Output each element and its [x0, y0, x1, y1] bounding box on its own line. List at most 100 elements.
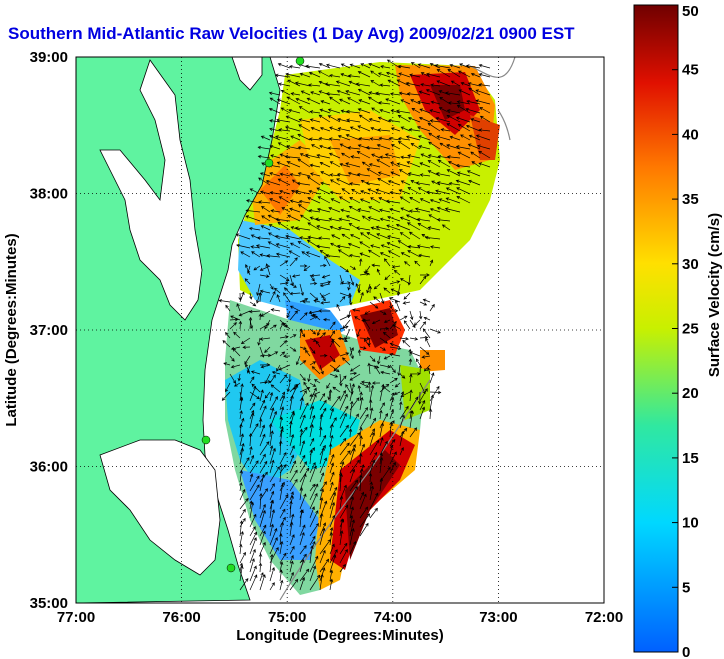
velocity-vector: [359, 443, 366, 456]
velocity-vector: [389, 280, 401, 285]
velocity-vector: [478, 150, 491, 159]
velocity-vector: [410, 62, 421, 69]
velocity-vector: [398, 169, 411, 177]
velocity-vector: [429, 245, 441, 249]
velocity-vector: [446, 144, 461, 150]
colorbar: [633, 4, 679, 653]
velocity-vector: [327, 146, 341, 150]
velocity-vector: [274, 73, 291, 78]
velocity-vector: [428, 132, 441, 141]
velocity-vector: [419, 173, 431, 177]
velocity-vector: [269, 391, 274, 402]
velocity-vector: [339, 442, 350, 456]
velocity-vector: [288, 373, 292, 383]
velocity-vector: [389, 208, 401, 213]
velocity-vector: [259, 460, 268, 474]
velocity-vector: [390, 171, 401, 177]
velocity-vector: [297, 204, 311, 213]
velocity-vector: [299, 428, 304, 447]
velocity-vector: [257, 145, 271, 150]
velocity-vector: [303, 265, 311, 272]
velocity-vector: [396, 79, 411, 87]
velocity-vector: [420, 72, 431, 78]
velocity-vector: [388, 297, 401, 303]
velocity-vector: [396, 162, 411, 168]
velocity-vector: [424, 235, 441, 240]
velocity-vector: [270, 154, 281, 159]
velocity-vector: [336, 172, 351, 177]
velocity-vector: [409, 209, 421, 213]
station-marker: [264, 158, 274, 168]
velocity-vector: [429, 328, 441, 334]
velocity-vector: [422, 328, 431, 339]
velocity-vector: [320, 171, 331, 177]
velocity-vector: [429, 119, 441, 123]
velocity-vector: [407, 244, 421, 249]
velocity-vector: [358, 114, 371, 123]
velocity-vector: [246, 265, 251, 275]
velocity-vector: [347, 171, 361, 177]
velocity-vector: [392, 324, 401, 330]
velocity-vector: [359, 252, 371, 258]
velocity-vector: [365, 181, 381, 186]
velocity-vector: [298, 106, 311, 114]
velocity-vector: [446, 169, 461, 177]
velocity-vector: [429, 385, 440, 402]
x-tick-label: 73:00: [479, 609, 517, 626]
velocity-vector: [259, 572, 264, 582]
colorbar-label: Surface Velocity (cm/s): [706, 213, 723, 377]
velocity-vector: [307, 373, 311, 383]
velocity-vector: [383, 319, 391, 324]
velocity-vector: [329, 373, 339, 378]
velocity-vector: [400, 155, 411, 159]
velocity-vector: [317, 70, 331, 78]
velocity-vector: [299, 236, 311, 240]
velocity-vector: [300, 90, 311, 96]
velocity-vector: [399, 216, 411, 222]
velocity-vector: [259, 433, 266, 447]
velocity-vector: [270, 384, 281, 393]
velocity-vector: [397, 64, 411, 69]
velocity-vector: [249, 301, 257, 307]
velocity-vector: [259, 473, 265, 492]
velocity-vector: [249, 385, 257, 402]
velocity-vector: [308, 71, 321, 78]
velocity-vector: [467, 143, 481, 150]
velocity-vector: [329, 578, 334, 591]
velocity-vector: [446, 114, 461, 123]
velocity-vector: [319, 353, 328, 358]
velocity-vector: [279, 428, 284, 447]
velocity-vector: [465, 64, 481, 69]
velocity-vector: [336, 303, 341, 312]
velocity-vector: [349, 447, 356, 465]
velocity-vector: [379, 383, 385, 402]
velocity-vector: [259, 530, 266, 546]
velocity-vector: [339, 296, 346, 303]
velocity-vector: [359, 522, 369, 537]
velocity-vector: [308, 189, 321, 195]
velocity-vector: [269, 407, 275, 420]
velocity-vector: [339, 530, 344, 546]
velocity-vector: [367, 362, 371, 375]
velocity-vector: [379, 310, 387, 315]
velocity-vector: [299, 153, 311, 159]
velocity-vector: [389, 377, 398, 384]
velocity-vector: [331, 234, 341, 240]
velocity-vector: [279, 281, 289, 285]
velocity-vector: [419, 275, 427, 285]
velocity-vector: [316, 225, 331, 231]
velocity-vector: [359, 396, 364, 411]
velocity-vector: [260, 205, 271, 213]
velocity-vector: [309, 545, 314, 564]
velocity-vector: [325, 253, 341, 258]
velocity-vector: [455, 179, 471, 186]
velocity-vector: [379, 422, 385, 438]
velocity-vector: [269, 396, 278, 411]
velocity-vector: [249, 537, 257, 555]
velocity-vector: [349, 253, 361, 258]
velocity-vector: [297, 145, 311, 150]
velocity-vector: [418, 145, 431, 150]
velocity-vector: [359, 426, 363, 438]
velocity-vector: [276, 364, 281, 372]
velocity-vector: [277, 221, 291, 231]
